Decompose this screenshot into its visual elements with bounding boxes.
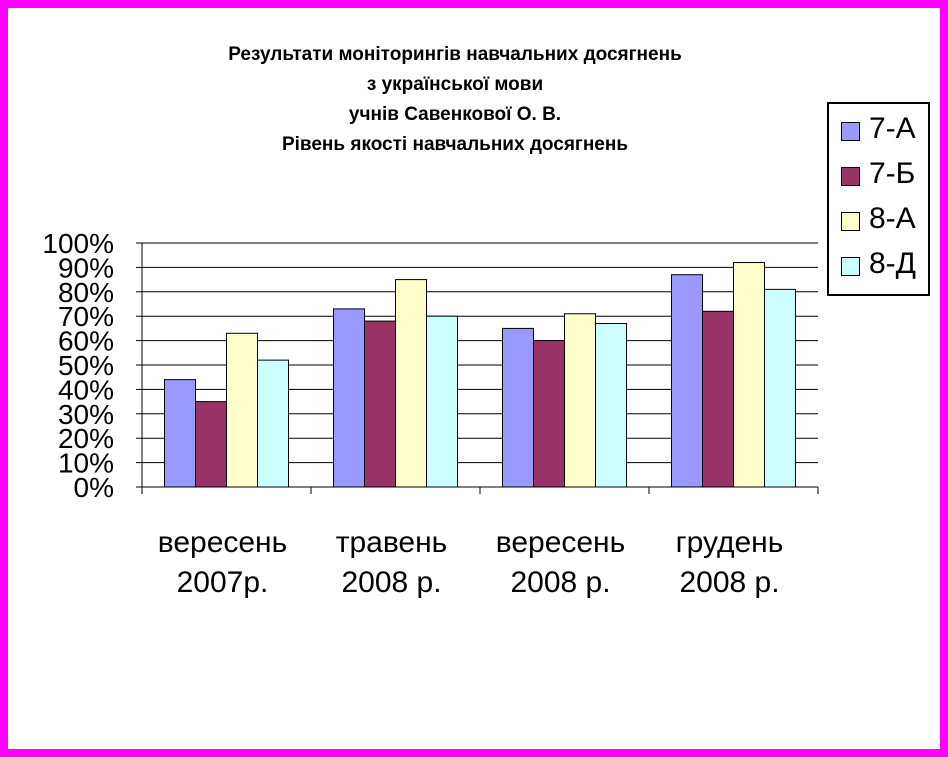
bar: [333, 308, 365, 488]
legend-label: 7-Б: [869, 157, 916, 190]
bar: [164, 379, 196, 488]
bar: [395, 279, 427, 488]
legend-item: 8-А: [837, 200, 929, 240]
bar: [226, 332, 258, 488]
legend-label: 8-Д: [869, 247, 916, 280]
x-category-label: 2007р.: [177, 566, 269, 599]
y-tick-label: 40%: [58, 374, 114, 405]
x-category-label: 2008 р.: [341, 566, 441, 599]
title-line-4: Рівень якості навчальних досягнень: [281, 134, 629, 155]
bar: [533, 340, 565, 488]
y-tick-label: 90%: [58, 252, 114, 283]
title-line-3: учнів Савенкової О. В.: [348, 104, 562, 125]
y-tick-label: 100%: [42, 228, 114, 259]
legend-label: 8-А: [869, 202, 916, 235]
title-line-2: з української мови: [366, 74, 544, 95]
legend-item: 8-Д: [837, 245, 929, 285]
y-tick-label: 10%: [58, 448, 114, 479]
x-category-label: 2008 р.: [679, 566, 779, 599]
y-tick-label: 60%: [58, 326, 114, 357]
bar: [671, 274, 703, 488]
x-category-label: вересень: [158, 526, 288, 559]
x-category-label: грудень: [676, 526, 784, 559]
bar: [364, 320, 396, 488]
bar: [595, 323, 627, 488]
chart-legend: 7-А 7-Б 8-А 8-Д: [827, 102, 930, 296]
x-category-label: 2008 р.: [510, 566, 610, 599]
legend-swatch: [841, 167, 860, 186]
legend-item: 7-А: [837, 110, 929, 150]
legend-label: 7-А: [869, 112, 916, 145]
y-tick-label: 30%: [58, 399, 114, 430]
bar: [426, 315, 458, 488]
bar: [764, 288, 796, 488]
bar: [733, 262, 765, 488]
bar: [257, 359, 289, 488]
x-category-label: вересень: [496, 526, 626, 559]
y-tick-label: 0%: [74, 472, 114, 503]
legend-item: 7-Б: [837, 155, 929, 195]
legend-swatch: [841, 257, 860, 276]
bar: [564, 313, 596, 488]
legend-swatch: [841, 122, 860, 141]
bar: [702, 310, 734, 488]
legend-swatch: [841, 212, 860, 231]
bar: [502, 327, 534, 488]
y-tick-label: 20%: [58, 423, 114, 454]
y-tick-label: 80%: [58, 277, 114, 308]
x-category-label: травень: [336, 526, 448, 559]
y-tick-label: 50%: [58, 350, 114, 381]
title-line-1: Результати моніторингів навчальних досяг…: [228, 44, 682, 65]
y-tick-label: 70%: [58, 301, 114, 332]
chart-title: Результати моніторингів навчальних досяг…: [150, 40, 760, 160]
bar: [195, 401, 227, 488]
